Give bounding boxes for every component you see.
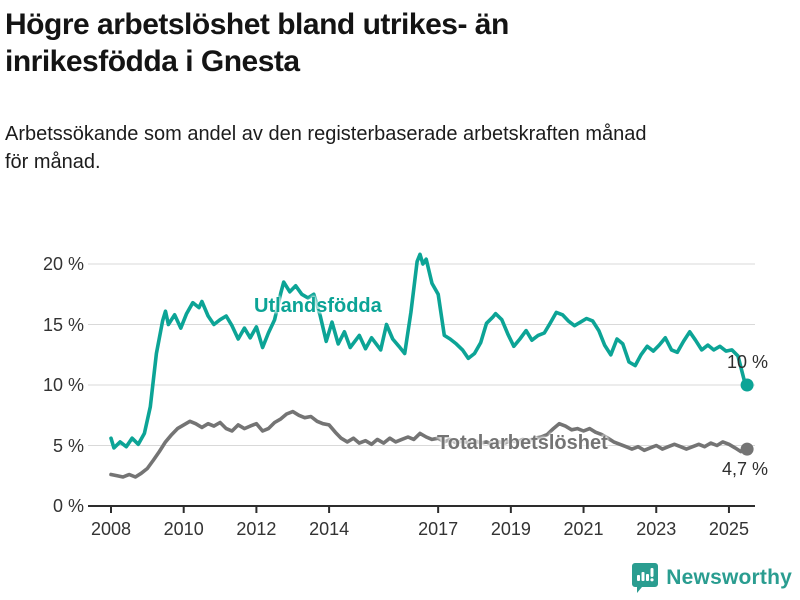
end-value-label-utlandsfodda: 10 % <box>727 352 769 372</box>
y-axis-tick-label: 20 % <box>42 254 84 274</box>
y-axis-tick-label: 15 % <box>42 314 84 335</box>
x-axis-tick-label: 2014 <box>309 519 350 539</box>
y-axis-tick-label: 0 % <box>52 496 84 516</box>
series-label-utlandsfodda: Utlandsfödda <box>254 295 382 317</box>
chart-subtitle: Arbetssökande som andel av den registerb… <box>5 120 785 176</box>
x-axis-tick-label: 2019 <box>490 519 531 539</box>
chart-subtitle-line2: för månad. <box>5 151 101 173</box>
x-axis-tick-label: 2012 <box>236 519 277 539</box>
newsworthy-logo-text: Newsworthy <box>666 566 792 589</box>
x-axis-tick-label: 2017 <box>418 519 459 539</box>
x-axis-tick-label: 2025 <box>708 519 749 539</box>
y-axis-tick-label: 10 % <box>42 375 84 395</box>
chart-subtitle-line1: Arbetssökande som andel av den registerb… <box>5 123 647 145</box>
y-axis-tick-label: 5 % <box>52 435 84 456</box>
x-axis-tick-label: 2010 <box>163 519 204 539</box>
page-title-line2: inrikesfödda i Gnesta <box>5 45 300 78</box>
x-axis-tick-label: 2008 <box>90 519 132 539</box>
x-axis-tick-label: 2021 <box>563 519 604 539</box>
end-value-label-total-arbetsloshet: 4,7 % <box>722 459 769 479</box>
page-title-line1: Högre arbetslöshet bland utrikes- än <box>5 8 509 41</box>
newsworthy-logo-icon <box>632 562 659 593</box>
newsworthy-logo: Newsworthy <box>631 561 792 595</box>
page-title: Högre arbetslöshet bland utrikes- än inri… <box>5 6 745 80</box>
series-label-total-arbetsloshet: Total arbetslöshet <box>437 432 608 454</box>
x-axis-tick-label: 2023 <box>636 519 677 539</box>
